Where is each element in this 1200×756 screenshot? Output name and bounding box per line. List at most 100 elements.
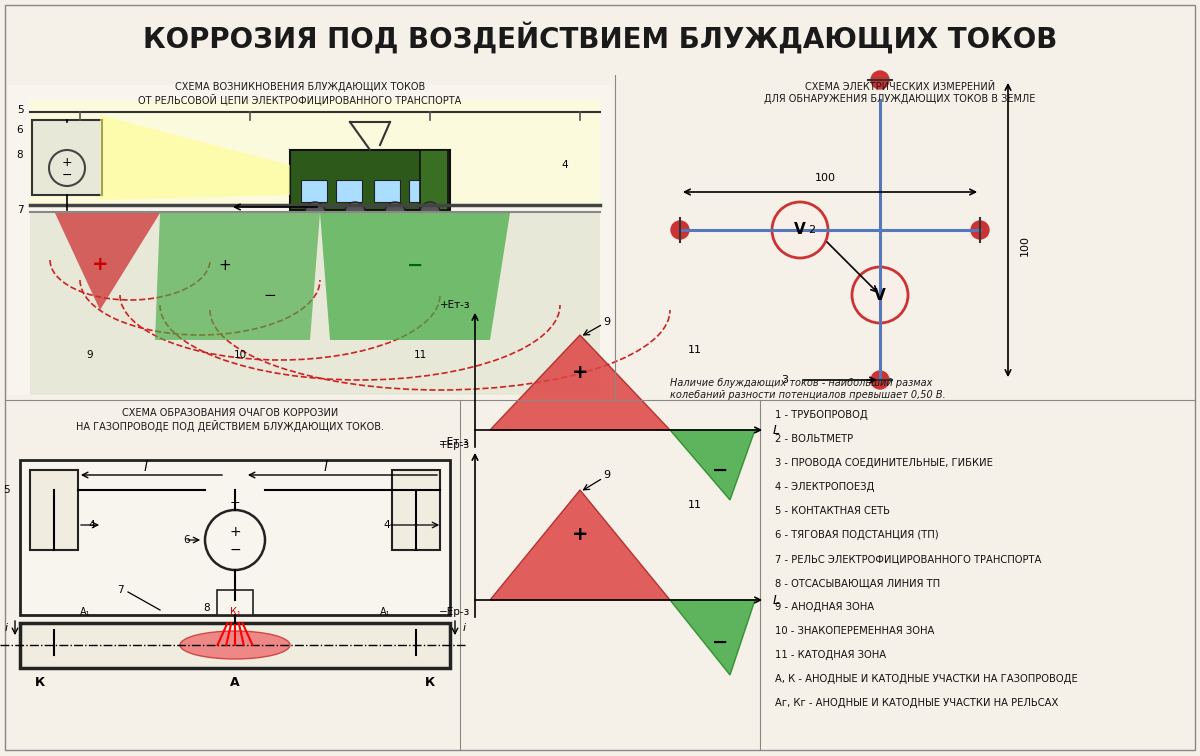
Text: +: +	[229, 495, 240, 509]
Text: 4: 4	[383, 520, 390, 530]
Ellipse shape	[180, 631, 290, 659]
Polygon shape	[155, 213, 320, 340]
Text: 2: 2	[809, 225, 816, 235]
Text: +: +	[91, 256, 108, 274]
Text: 7: 7	[116, 585, 124, 595]
Text: 5: 5	[2, 485, 10, 495]
Text: +: +	[571, 362, 588, 382]
Text: 5: 5	[17, 105, 23, 115]
Bar	[217, 590, 253, 615]
Text: 7: 7	[17, 205, 23, 215]
Text: 11: 11	[413, 350, 427, 360]
Circle shape	[205, 510, 265, 570]
Text: 4: 4	[88, 520, 95, 530]
Text: −Eр-з: −Eр-з	[439, 607, 470, 617]
Text: l: l	[143, 460, 146, 474]
Polygon shape	[490, 335, 670, 430]
Bar	[30, 100, 600, 205]
Circle shape	[971, 221, 989, 239]
Text: Аг, Кг - АНОДНЫЕ И КАТОДНЫЕ УЧАСТКИ НА РЕЛЬСАХ: Аг, Кг - АНОДНЫЕ И КАТОДНЫЕ УЧАСТКИ НА Р…	[775, 698, 1058, 708]
Circle shape	[420, 202, 440, 222]
Text: 7 - РЕЛЬС ЭЛЕКТРОФИЦИРОВАННОГО ТРАНСПОРТА: 7 - РЕЛЬС ЭЛЕКТРОФИЦИРОВАННОГО ТРАНСПОРТ…	[775, 554, 1042, 564]
Bar	[409, 180, 436, 202]
Text: L: L	[773, 423, 780, 436]
Polygon shape	[55, 213, 160, 310]
Text: +Eт-з: +Eт-з	[439, 300, 470, 310]
Text: К: К	[425, 676, 436, 689]
Text: А, К - АНОДНЫЕ И КАТОДНЫЕ УЧАСТКИ НА ГАЗОПРОВОДЕ: А, К - АНОДНЫЕ И КАТОДНЫЕ УЧАСТКИ НА ГАЗ…	[775, 674, 1078, 684]
Text: СХЕМА ЭЛЕКТРИЧЕСКИХ ИЗМЕРЕНИЙ
ДЛЯ ОБНАРУЖЕНИЯ БЛУЖДАЮЩИХ ТОКОВ В ЗЕМЛЕ: СХЕМА ЭЛЕКТРИЧЕСКИХ ИЗМЕРЕНИЙ ДЛЯ ОБНАРУ…	[764, 82, 1036, 104]
Polygon shape	[670, 600, 755, 675]
Text: 6: 6	[17, 125, 23, 135]
Text: −: −	[407, 256, 424, 274]
Text: 10: 10	[234, 350, 246, 360]
Polygon shape	[490, 490, 670, 600]
Bar	[336, 180, 362, 202]
Text: l: l	[323, 460, 326, 474]
Bar	[374, 180, 400, 202]
Bar	[290, 150, 450, 210]
Text: −: −	[61, 169, 72, 181]
Text: 11 - КАТОДНАЯ ЗОНА: 11 - КАТОДНАЯ ЗОНА	[775, 650, 886, 660]
Polygon shape	[670, 430, 755, 500]
Text: +Eр-з: +Eр-з	[439, 440, 470, 450]
Text: 8 - ОТСАСЫВАЮЩАЯ ЛИНИЯ ТП: 8 - ОТСАСЫВАЮЩАЯ ЛИНИЯ ТП	[775, 578, 940, 588]
Text: 6: 6	[184, 535, 191, 545]
Text: 8: 8	[204, 603, 210, 613]
Text: −: −	[712, 633, 728, 652]
Text: Наличие блуждающих токов - наибольший размах
колебаний разности потенциалов прев: Наличие блуждающих токов - наибольший ра…	[670, 378, 946, 400]
Text: 11: 11	[688, 345, 702, 355]
Circle shape	[871, 71, 889, 89]
Text: 11: 11	[688, 500, 702, 510]
Text: СХЕМА ВОЗНИКНОВЕНИЯ БЛУЖДАЮЩИХ ТОКОВ
ОТ РЕЛЬСОВОЙ ЦЕПИ ЭЛЕКТРОФИЦИРОВАННОГО ТРАН: СХЕМА ВОЗНИКНОВЕНИЯ БЛУЖДАЮЩИХ ТОКОВ ОТ …	[138, 82, 462, 106]
Text: 6 - ТЯГОВАЯ ПОДСТАНЦИЯ (ТП): 6 - ТЯГОВАЯ ПОДСТАНЦИЯ (ТП)	[775, 530, 938, 540]
Text: 100: 100	[1020, 234, 1030, 256]
Bar	[30, 212, 600, 395]
Text: +: +	[229, 525, 241, 539]
Circle shape	[305, 202, 325, 222]
Text: 9: 9	[604, 470, 611, 480]
Bar	[392, 470, 440, 550]
Polygon shape	[320, 213, 510, 340]
Text: +: +	[61, 156, 72, 169]
Circle shape	[852, 267, 908, 323]
Text: −: −	[229, 543, 241, 557]
Text: 9: 9	[86, 350, 94, 360]
Text: 9 - АНОДНАЯ ЗОНА: 9 - АНОДНАЯ ЗОНА	[775, 602, 874, 612]
Text: 8: 8	[17, 150, 23, 160]
Text: К₁: К₁	[229, 607, 240, 617]
Bar	[20, 623, 450, 668]
Text: −Eт-з: −Eт-з	[439, 437, 470, 447]
Text: 3 - ПРОВОДА СОЕДИНИТЕЛЬНЫЕ, ГИБКИЕ: 3 - ПРОВОДА СОЕДИНИТЕЛЬНЫЕ, ГИБКИЕ	[775, 458, 992, 468]
Bar	[30, 470, 78, 550]
Bar	[32, 120, 102, 195]
Text: 4 - ЭЛЕКТРОПОЕЗД: 4 - ЭЛЕКТРОПОЕЗД	[775, 482, 875, 492]
Circle shape	[385, 202, 406, 222]
Circle shape	[671, 221, 689, 239]
Text: К: К	[35, 676, 46, 689]
Polygon shape	[100, 115, 290, 200]
Text: А: А	[230, 676, 240, 689]
Text: СХЕМА ОБРАЗОВАНИЯ ОЧАГОВ КОРРОЗИИ
НА ГАЗОПРОВОДЕ ПОД ДЕЙСТВИЕМ БЛУЖДАЮЩИХ ТОКОВ.: СХЕМА ОБРАЗОВАНИЯ ОЧАГОВ КОРРОЗИИ НА ГАЗ…	[76, 408, 384, 432]
Text: А₁: А₁	[79, 607, 90, 617]
Text: 10 - ЗНАКОПЕРЕМЕННАЯ ЗОНА: 10 - ЗНАКОПЕРЕМЕННАЯ ЗОНА	[775, 626, 935, 636]
Text: −: −	[264, 287, 276, 302]
Text: КОРРОЗИЯ ПОД ВОЗДЕЙСТВИЕМ БЛУЖДАЮЩИХ ТОКОВ: КОРРОЗИЯ ПОД ВОЗДЕЙСТВИЕМ БЛУЖДАЮЩИХ ТОК…	[143, 22, 1057, 54]
Text: А₁: А₁	[379, 607, 390, 617]
Bar	[20, 460, 450, 615]
Text: −: −	[712, 460, 728, 479]
Text: 2 - ВОЛЬТМЕТР: 2 - ВОЛЬТМЕТР	[775, 434, 853, 444]
Circle shape	[346, 202, 365, 222]
Bar	[8, 85, 612, 395]
Text: i: i	[462, 623, 466, 633]
Text: 5 - КОНТАКТНАЯ СЕТЬ: 5 - КОНТАКТНАЯ СЕТЬ	[775, 506, 890, 516]
Circle shape	[871, 371, 889, 389]
Bar	[301, 180, 326, 202]
Text: +: +	[218, 258, 232, 272]
Circle shape	[772, 202, 828, 258]
Text: 100: 100	[815, 173, 835, 183]
Text: L: L	[773, 593, 780, 606]
Text: i: i	[5, 623, 7, 633]
Bar	[420, 150, 448, 210]
Text: 4: 4	[562, 160, 569, 170]
